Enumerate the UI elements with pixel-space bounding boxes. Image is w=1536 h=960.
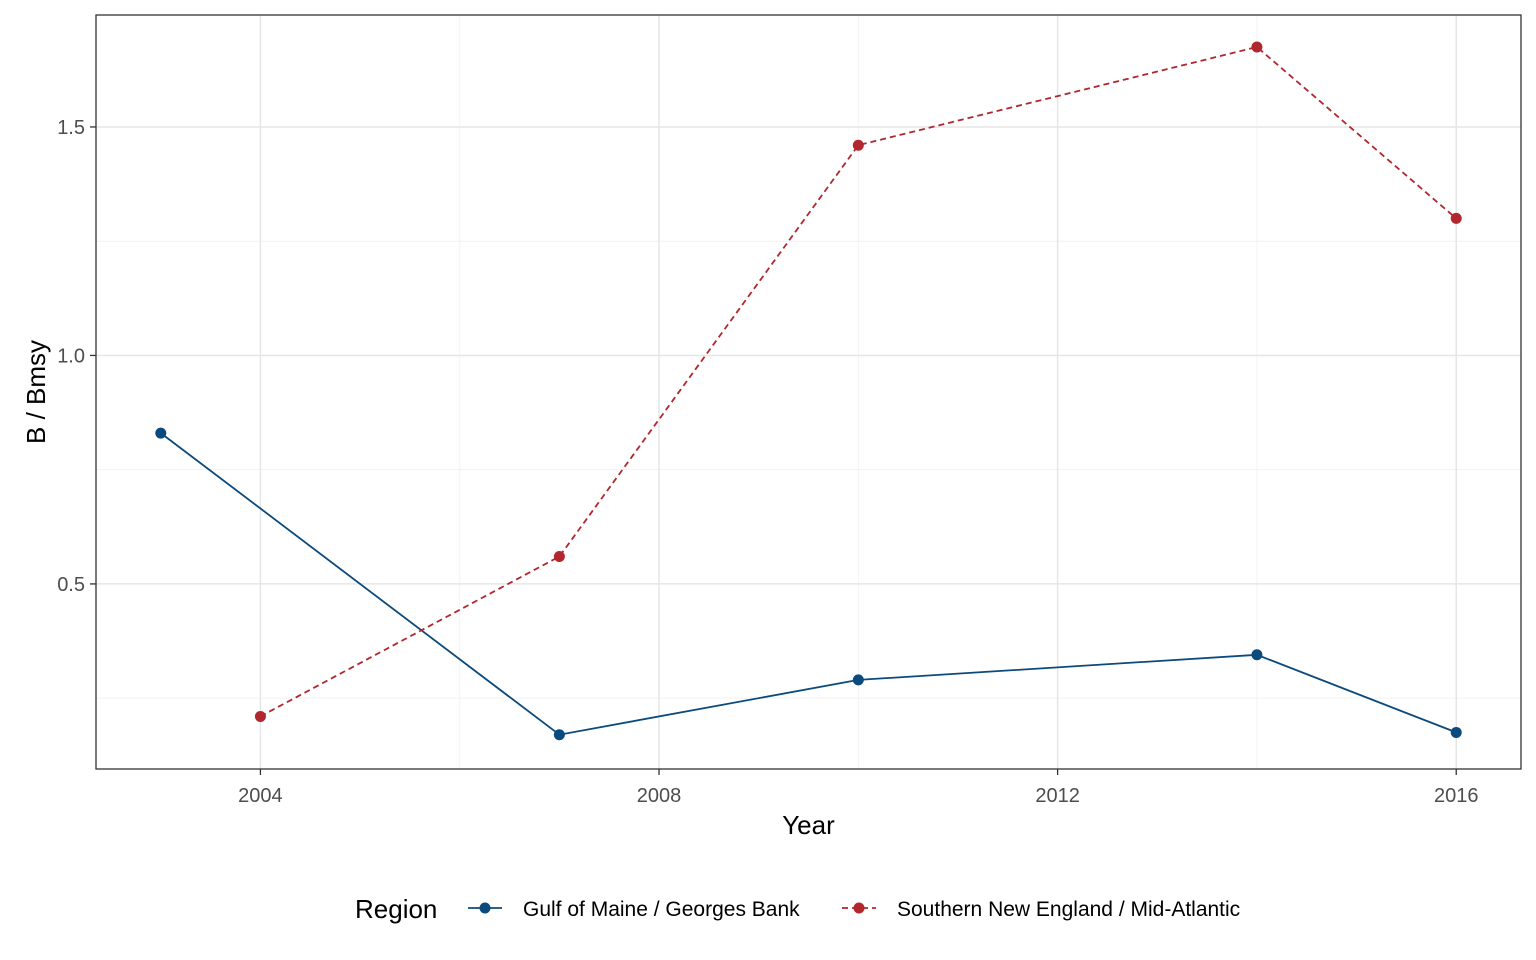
legend-key-point — [479, 902, 491, 914]
data-point — [1450, 212, 1462, 224]
data-point — [1251, 649, 1263, 661]
data-point — [553, 729, 565, 741]
x-tick-label: 2004 — [238, 785, 283, 807]
legend-items: Gulf of Maine / Georges Bank Southern New… — [468, 898, 1240, 921]
x-tick-label: 2012 — [1035, 785, 1080, 807]
x-axis-title: Year — [782, 810, 835, 840]
x-tick-label: 2008 — [637, 785, 682, 807]
legend: Region Gulf of Maine / Georges Bank South… — [355, 894, 1240, 924]
grid — [96, 15, 1521, 769]
y-tick-label: 1.5 — [57, 117, 85, 139]
legend-label: Southern New England / Mid-Atlantic — [897, 898, 1240, 921]
axes: 2004 2008 2012 2016 0.5 1.0 1.5 — [57, 117, 1478, 807]
data-point — [852, 674, 864, 686]
data-point — [1251, 41, 1263, 53]
data-point — [254, 710, 266, 722]
data-point — [155, 427, 167, 439]
legend-key-point — [853, 902, 865, 914]
series-line — [259, 46, 1457, 718]
y-tick-label: 0.5 — [57, 574, 85, 596]
data-point — [852, 139, 864, 151]
series-layer — [155, 41, 1462, 741]
legend-label: Gulf of Maine / Georges Bank — [523, 898, 800, 921]
y-tick-label: 1.0 — [57, 345, 85, 367]
y-axis-title: B / Bmsy — [21, 340, 51, 444]
panel-border — [95, 14, 1522, 770]
x-tick-label: 2016 — [1434, 785, 1479, 807]
data-point — [1450, 726, 1462, 738]
data-point — [553, 551, 565, 563]
legend-title: Region — [355, 894, 437, 924]
